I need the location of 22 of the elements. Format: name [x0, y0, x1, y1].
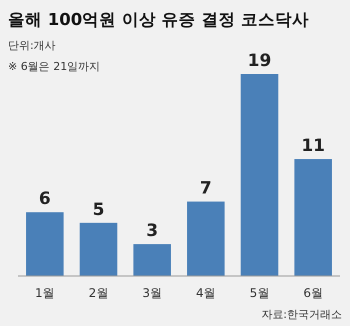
x-tick-label: 5월: [250, 286, 270, 300]
data-label: 3: [146, 221, 158, 242]
chart-title: 올해 100억원 이상 유증 결정 코스닥사: [8, 10, 310, 29]
bar: [26, 212, 64, 276]
data-label: 5: [92, 200, 104, 220]
data-label: 19: [248, 51, 272, 71]
chart-subtitle: 단위:개사: [8, 39, 56, 52]
data-label: 7: [200, 178, 212, 199]
bar: [133, 244, 171, 276]
text: ※ 6월은 21일까지: [8, 60, 100, 73]
x-tick-label: 1월: [35, 286, 55, 300]
x-tick-label: 3월: [142, 286, 162, 300]
bar: [294, 159, 332, 276]
bar: [240, 74, 278, 276]
x-tick-label: 4월: [196, 286, 216, 300]
x-tick-label: 6월: [303, 286, 323, 300]
data-label: 6: [38, 189, 51, 210]
text: 자료:한국거래소: [261, 308, 342, 321]
x-tick-label: 2월: [88, 286, 108, 300]
bar: [80, 222, 118, 276]
bar: [187, 202, 225, 276]
data-label: 11: [301, 136, 326, 156]
